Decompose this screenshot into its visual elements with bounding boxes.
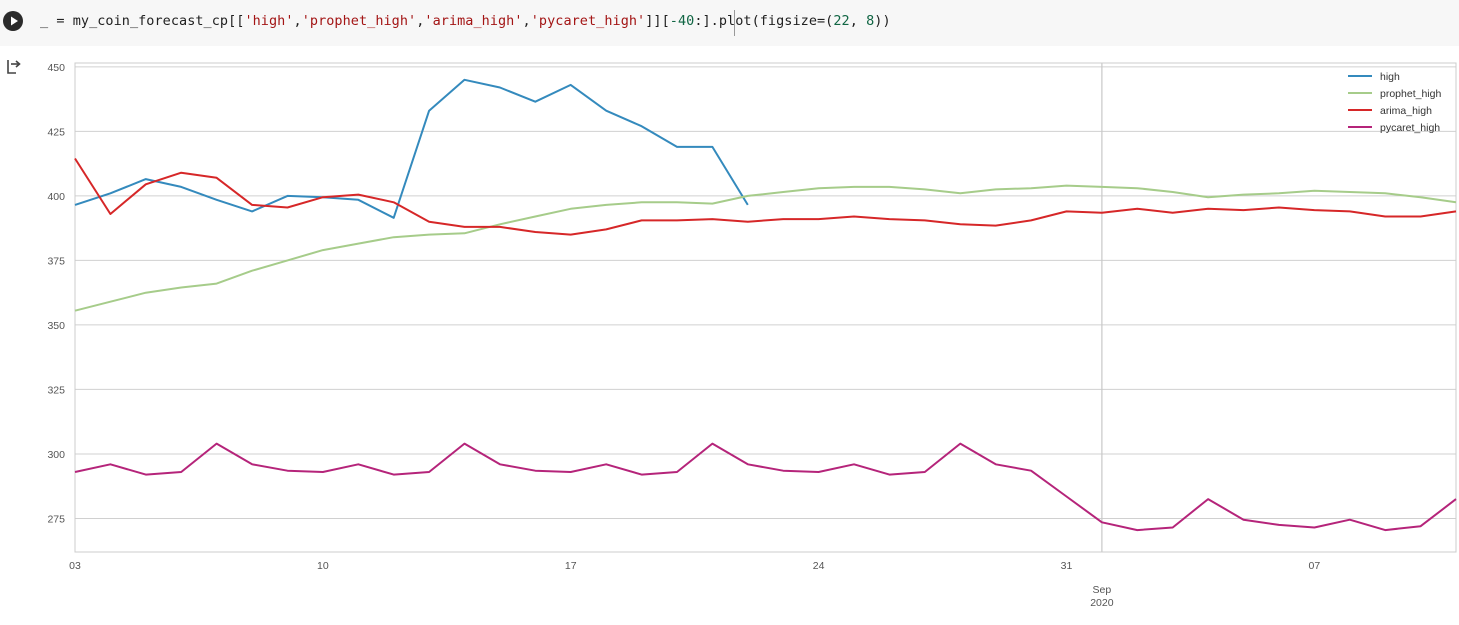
output-arrow-icon[interactable] (5, 58, 23, 76)
play-icon (11, 16, 18, 26)
series-lines (74, 78, 1457, 532)
code-number: 8 (866, 13, 875, 29)
y-tick-label: 400 (47, 191, 65, 203)
plot-area (75, 63, 1456, 552)
code-editor[interactable]: _ = my_coin_forecast_cp[['high','prophet… (40, 13, 891, 29)
code-token: :].plot(figsize=( (694, 13, 834, 29)
legend-label: high (1380, 71, 1400, 83)
code-string: 'prophet_high' (301, 13, 417, 29)
code-cell: _ = my_coin_forecast_cp[['high','prophet… (0, 0, 1459, 46)
x-tick-label: 10 (317, 560, 329, 572)
code-string: 'arima_high' (424, 13, 523, 29)
x-tick-label: 17 (565, 560, 577, 572)
y-tick-label: 450 (47, 62, 65, 74)
code-token: , (849, 13, 867, 29)
code-token: )) (874, 13, 891, 29)
series-line-pycaret-high (74, 442, 1457, 532)
series-line-high (74, 78, 749, 219)
x-major-tick-label: Sep (1093, 584, 1112, 596)
x-tick-label: 07 (1309, 560, 1321, 572)
y-tick-label: 375 (47, 255, 65, 267)
y-tick-label: 350 (47, 320, 65, 332)
grid (75, 63, 1456, 552)
x-tick-label: 31 (1061, 560, 1073, 572)
code-token: _ = my_coin_forecast_cp[[ (40, 13, 245, 29)
plot-frame (74, 62, 1457, 553)
y-tick-label: 275 (47, 513, 65, 525)
series-line-prophet-high (74, 184, 1457, 312)
code-number: -40 (669, 13, 695, 29)
legend-label: arima_high (1380, 105, 1432, 117)
legend: high prophet_high arima_high pycaret_high (1348, 71, 1441, 134)
x-major-tick-sublabel: 2020 (1090, 597, 1114, 609)
x-tick-label: 03 (69, 560, 81, 572)
code-token: , (293, 13, 302, 29)
code-token: , (416, 13, 425, 29)
code-string: 'high' (244, 13, 294, 29)
y-tick-label: 300 (47, 449, 65, 461)
code-token: ]][ (645, 13, 670, 29)
legend-label: pycaret_high (1380, 122, 1440, 134)
series-line-arima-high (74, 157, 1457, 236)
code-number: 22 (833, 13, 850, 29)
legend-label: prophet_high (1380, 88, 1441, 100)
y-tick-label: 425 (47, 126, 65, 138)
text-cursor (734, 10, 735, 36)
y-tick-label: 325 (47, 384, 65, 396)
x-tick-label: 24 (813, 560, 825, 572)
code-token: , (522, 13, 531, 29)
run-cell-button[interactable] (3, 11, 23, 31)
code-string: 'pycaret_high' (530, 13, 646, 29)
